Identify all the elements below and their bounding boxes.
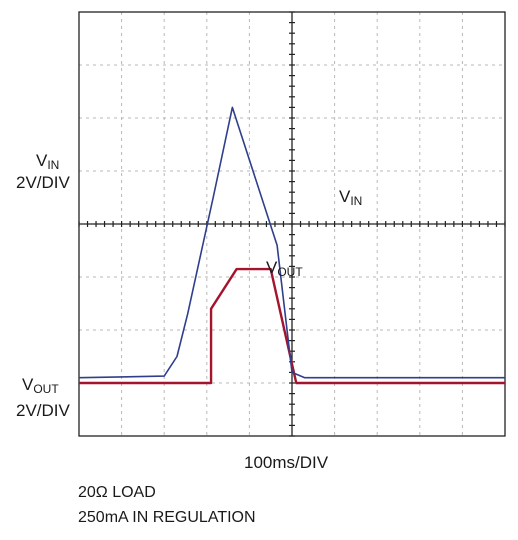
vin-axis-label: VIN xyxy=(36,151,60,172)
traces xyxy=(78,106,505,385)
load-note: 20Ω LOAD xyxy=(78,484,156,501)
trace-vin xyxy=(78,106,505,379)
vout-scale-label: 2V/DIV xyxy=(16,401,70,420)
vout-axis-label: VOUT xyxy=(22,375,59,396)
vin-trace-label: VIN xyxy=(339,187,363,208)
vin-scale-label: 2V/DIV xyxy=(16,173,70,192)
time-scale-label: 100ms/DIV xyxy=(244,453,329,472)
regulation-note: 250mA IN REGULATION xyxy=(78,509,256,526)
vout-trace-label: VOUT xyxy=(266,258,303,279)
trace-vout xyxy=(79,267,505,385)
